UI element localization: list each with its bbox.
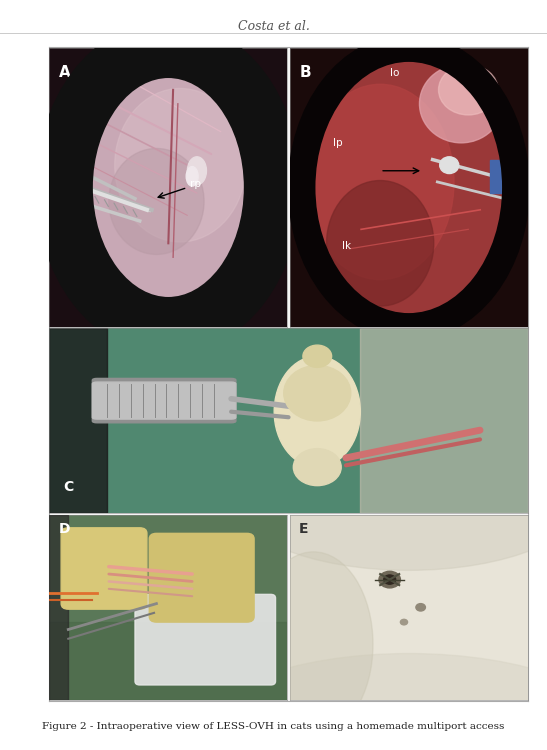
Ellipse shape — [194, 653, 547, 750]
Text: Figure 2 - Intraoperative view of LESS-OVH in cats using a homemade multiport ac: Figure 2 - Intraoperative view of LESS-O… — [42, 722, 505, 731]
Circle shape — [416, 604, 426, 611]
Ellipse shape — [440, 157, 459, 173]
Ellipse shape — [420, 64, 503, 142]
Ellipse shape — [274, 356, 360, 467]
Bar — [49, 514, 68, 700]
Ellipse shape — [230, 422, 547, 570]
Text: rp: rp — [190, 179, 201, 190]
Circle shape — [400, 620, 408, 625]
Text: B: B — [299, 64, 311, 80]
Ellipse shape — [303, 345, 331, 368]
Text: C: C — [63, 480, 74, 494]
Text: lp: lp — [333, 138, 342, 148]
Ellipse shape — [306, 84, 454, 280]
Ellipse shape — [439, 64, 498, 115]
Ellipse shape — [293, 448, 341, 486]
FancyBboxPatch shape — [92, 379, 236, 423]
FancyBboxPatch shape — [149, 533, 254, 622]
Text: lo: lo — [389, 68, 399, 77]
Ellipse shape — [106, 104, 231, 272]
Ellipse shape — [188, 157, 206, 184]
Circle shape — [379, 572, 400, 588]
Bar — [49, 622, 288, 700]
Bar — [490, 160, 502, 193]
Text: rk: rk — [221, 286, 231, 296]
Text: A: A — [59, 64, 71, 80]
Ellipse shape — [186, 166, 198, 186]
Ellipse shape — [254, 552, 373, 736]
Ellipse shape — [309, 56, 509, 319]
Ellipse shape — [115, 88, 246, 242]
Text: lk: lk — [342, 241, 351, 251]
Circle shape — [384, 575, 395, 584]
Bar — [360, 328, 528, 513]
Text: E: E — [299, 522, 309, 536]
Ellipse shape — [284, 365, 351, 421]
Text: Costa et al.: Costa et al. — [237, 20, 310, 32]
Bar — [49, 328, 107, 513]
Ellipse shape — [71, 53, 266, 310]
FancyBboxPatch shape — [92, 382, 236, 419]
Ellipse shape — [63, 48, 273, 327]
Ellipse shape — [327, 181, 434, 306]
Ellipse shape — [109, 148, 204, 254]
Text: D: D — [59, 522, 70, 536]
FancyBboxPatch shape — [61, 528, 147, 609]
Text: ro: ro — [216, 76, 226, 86]
FancyBboxPatch shape — [135, 594, 276, 685]
Ellipse shape — [89, 82, 248, 293]
Ellipse shape — [76, 64, 260, 310]
